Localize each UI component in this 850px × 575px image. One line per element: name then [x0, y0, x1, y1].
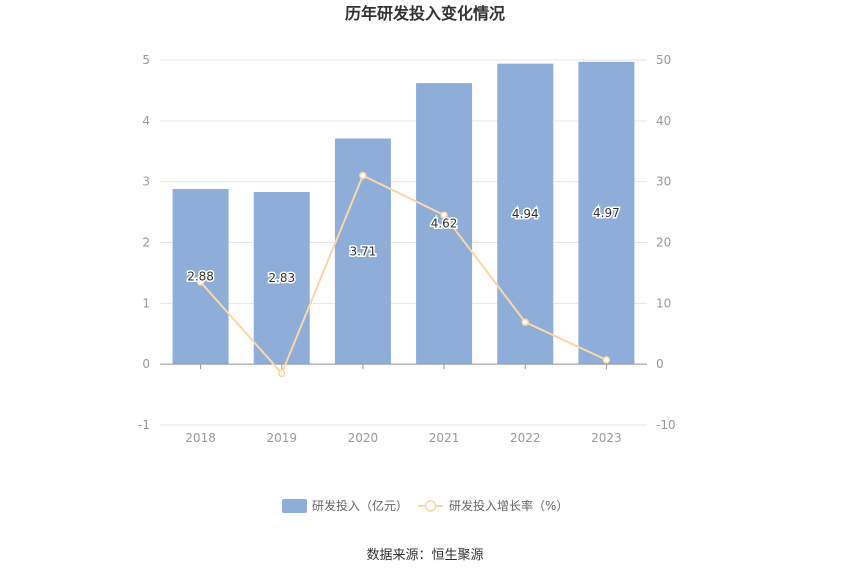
bar-value-label: 2.83 [268, 271, 295, 285]
bar-data-labels: 2.88 2.83 3.71 4.62 4.94 4.97 [186, 204, 622, 286]
legend-item-bar[interactable]: 研发投入（亿元） [282, 498, 408, 513]
right-tick-label: 50 [656, 53, 671, 67]
right-tick-label: 20 [656, 236, 671, 250]
left-tick-label: 3 [142, 175, 150, 189]
right-tick-label: 0 [656, 357, 664, 371]
bar[interactable] [578, 61, 635, 365]
right-tick-label: 10 [656, 296, 671, 310]
line-point[interactable] [440, 211, 448, 219]
x-tick-label: 2021 [429, 431, 460, 445]
x-tick-label: 2022 [510, 431, 541, 445]
bar[interactable] [497, 63, 554, 365]
legend-item-line[interactable]: 研发投入增长率（%） [418, 498, 568, 513]
right-tick-label: 30 [656, 175, 671, 189]
bar[interactable] [416, 83, 473, 365]
legend-line-marker [424, 500, 437, 512]
legend-bar-label: 研发投入（亿元） [312, 498, 408, 513]
x-axis-ticks: 2018 2019 2020 2021 2022 2023 [185, 364, 622, 445]
grid-lines [160, 59, 647, 426]
line-point[interactable] [602, 356, 611, 364]
x-tick-label: 2023 [591, 431, 622, 445]
bar-series [172, 61, 635, 365]
left-tick-label: 1 [142, 296, 150, 310]
x-tick-label: 2018 [185, 431, 216, 445]
legend-bar-swatch [282, 499, 307, 513]
left-tick-label: -1 [138, 418, 150, 432]
left-axis-ticks: -1 0 1 2 3 4 5 [138, 53, 150, 432]
bar-value-label: 4.97 [593, 206, 620, 220]
bar-value-label: 3.71 [350, 244, 377, 258]
line-point[interactable] [521, 318, 529, 326]
bar-value-label: 2.88 [187, 270, 214, 284]
right-tick-label: 40 [656, 114, 671, 128]
line-series [196, 171, 611, 378]
line-point[interactable] [196, 278, 205, 286]
legend: 研发投入（亿元） 研发投入增长率（%） [282, 498, 568, 513]
left-tick-label: 5 [142, 53, 150, 67]
x-tick-label: 2019 [266, 431, 297, 445]
line-point[interactable] [278, 369, 286, 378]
left-tick-label: 4 [142, 114, 150, 128]
chart-title: 历年研发投入变化情况 [345, 4, 505, 23]
bar[interactable] [253, 192, 310, 365]
line-point[interactable] [359, 171, 367, 180]
right-tick-label: -10 [656, 418, 676, 432]
left-tick-label: 2 [142, 236, 150, 250]
data-source: 数据来源：恒生聚源 [366, 548, 483, 563]
left-tick-label: 0 [142, 357, 150, 371]
bar-value-label: 4.94 [512, 207, 539, 221]
bar[interactable] [172, 188, 229, 365]
legend-line-label: 研发投入增长率（%） [449, 498, 568, 513]
right-axis-ticks: -10 0 10 20 30 40 50 [656, 53, 676, 432]
growth-rate-line [199, 174, 607, 376]
bar-value-label: 4.62 [431, 217, 458, 231]
x-tick-label: 2020 [348, 431, 379, 445]
